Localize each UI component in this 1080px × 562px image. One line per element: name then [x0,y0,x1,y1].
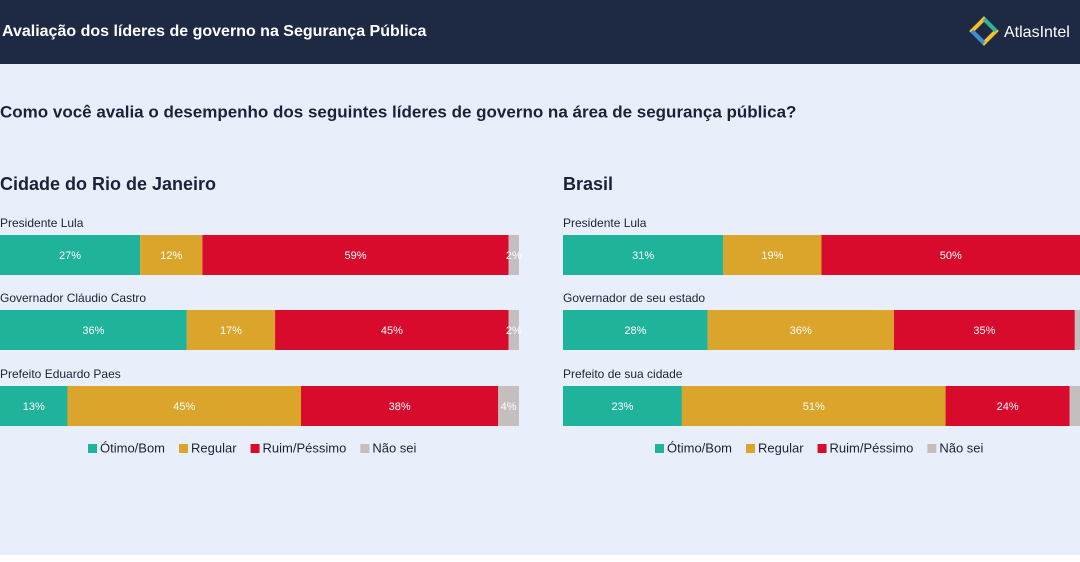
legend-label: Regular [191,440,237,455]
category-label: Governador de seu estado [563,291,705,305]
legend-swatch [179,444,189,453]
value-label: 51% [803,401,825,413]
bar-segment [1069,386,1080,426]
value-label: 59% [344,250,366,262]
bar-segment [186,310,276,350]
bar-segment [945,386,1070,426]
bar-segment [1074,310,1080,350]
legend-swatch [655,444,664,453]
legend-label: Não sei [372,440,416,455]
bar-segment [893,310,1075,350]
legend-swatch [360,444,370,453]
header-title: Avaliação dos líderes de governo na Segu… [2,23,427,40]
category-label: Prefeito de sua cidade [563,367,683,381]
bar-segment [681,386,946,426]
value-label: 35% [973,325,995,337]
legend-swatch [250,444,260,453]
category-label: Governador Cláudio Castro [0,291,146,305]
bar-segment [563,386,682,426]
bar-segment [0,235,141,275]
value-label: 36% [82,325,104,337]
question: Como você avalia o desempenho dos seguin… [0,102,796,121]
legend-label: Não sei [939,440,983,455]
bar-segment [0,386,68,426]
header-bar [0,0,1080,64]
value-label: 19% [761,250,783,262]
value-label: 2% [506,250,522,262]
bar-segment [0,310,187,350]
bar-segment [498,386,519,426]
bar-segment [202,235,509,275]
bar-segment [723,235,822,275]
category-label: Presidente Lula [0,216,84,230]
legend-swatch [927,444,937,453]
value-label: 31% [632,250,654,262]
bar-segment [67,386,302,426]
legend-label: Ótimo/Bom [100,440,165,455]
category-label: Presidente Lula [563,216,647,230]
value-label: 24% [997,401,1019,413]
value-label: 2% [506,325,522,337]
value-label: 36% [790,325,812,337]
legend-label: Ótimo/Bom [667,440,732,455]
value-label: 45% [173,401,195,413]
bar-segment [707,310,894,350]
bar-segment [563,235,724,275]
value-label: 45% [381,325,403,337]
logo-icon [969,16,999,46]
value-label: 27% [59,250,81,262]
legend-swatch [88,444,97,453]
bar-segment [508,235,519,275]
value-label: 4% [501,401,517,413]
value-label: 38% [389,401,411,413]
value-label: 23% [611,401,633,413]
bar-segment [275,310,509,350]
value-label: 13% [23,401,45,413]
legend-label: Ruim/Péssimo [830,440,914,455]
value-label: 17% [220,325,242,337]
category-label: Prefeito Eduardo Paes [0,367,121,381]
bar-segment [563,310,708,350]
legend-swatch [746,444,756,453]
bar-segment [821,235,1080,275]
value-label: 28% [624,325,646,337]
bar-segment [301,386,499,426]
legend-label: Ruim/Péssimo [263,440,347,455]
logo-text: AtlasIntel [1004,24,1070,41]
bar-segment [140,235,203,275]
legend-swatch [817,444,827,453]
chart-title: Brasil [563,174,613,194]
bar-segment [508,310,519,350]
value-label: 12% [160,250,182,262]
value-label: 50% [940,250,962,262]
legend-label: Regular [758,440,804,455]
chart-title: Cidade do Rio de Janeiro [0,174,216,194]
